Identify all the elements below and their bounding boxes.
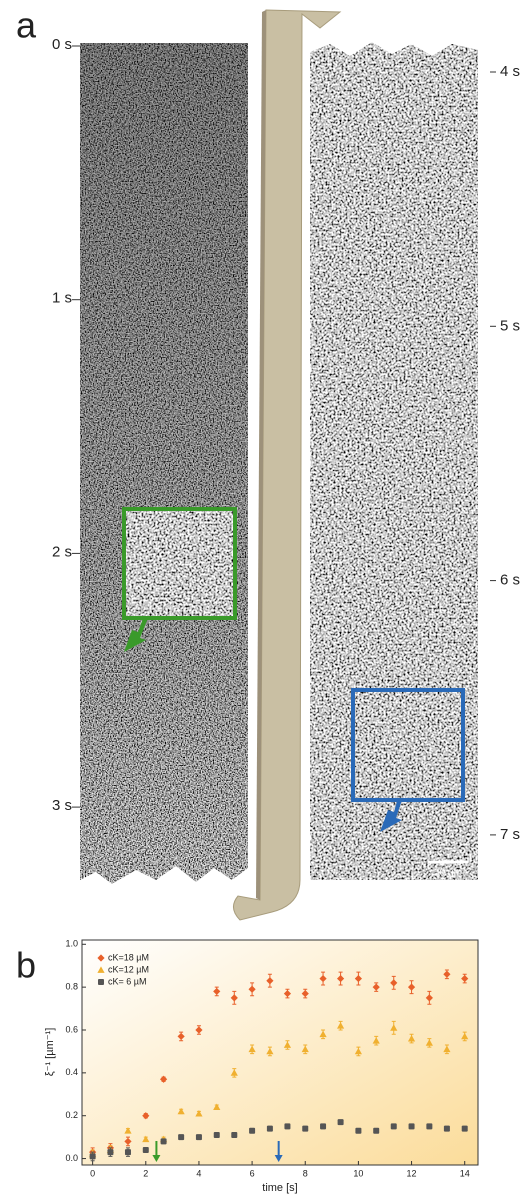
y-tick-label: 1.0 <box>65 939 78 949</box>
point <box>267 1126 273 1132</box>
time-label: 5 s <box>500 317 520 334</box>
y-tick-label: 0.8 <box>65 982 78 992</box>
x-tick-label: 0 <box>90 1168 95 1178</box>
point <box>90 1153 96 1159</box>
point <box>196 1134 202 1140</box>
figure: a 10 µm 0 s 1 s 2 s 3 s 4 s 5 s 6 s 7 s b time … <box>0 0 531 1198</box>
y-tick-label: 0.2 <box>65 1110 78 1120</box>
point <box>302 1126 308 1132</box>
x-tick-label: 4 <box>196 1168 201 1178</box>
time-label: 4 s <box>500 63 520 80</box>
time-label: 6 s <box>500 572 520 589</box>
time-label: 1 s <box>52 290 72 307</box>
x-tick-label: 6 <box>250 1168 255 1178</box>
point <box>143 1147 149 1153</box>
point <box>373 1128 379 1134</box>
point <box>214 1132 220 1138</box>
point <box>231 1132 237 1138</box>
left-strip <box>80 40 250 890</box>
point <box>462 1126 468 1132</box>
point <box>249 1128 255 1134</box>
y-tick-label: 0.4 <box>65 1067 78 1077</box>
x-tick-label: 10 <box>353 1168 363 1178</box>
scale-bar-label: 10 µm <box>434 868 462 879</box>
legend-label: cK= 6 µM <box>108 976 146 986</box>
point <box>320 1123 326 1129</box>
x-axis-label: time [s] <box>262 1182 297 1194</box>
time-label: 0 s <box>52 36 72 53</box>
point <box>338 1119 344 1125</box>
legend-label: cK=12 µM <box>108 964 149 974</box>
legend-label: cK=18 µM <box>108 952 149 962</box>
point <box>125 1149 131 1155</box>
inset-blue <box>353 690 463 800</box>
point <box>107 1149 113 1155</box>
y-tick-label: 0.0 <box>65 1153 78 1163</box>
point <box>178 1134 184 1140</box>
y-tick-label: 0.6 <box>65 1024 78 1034</box>
panel-label: a <box>16 5 37 46</box>
legend-swatch <box>98 979 104 985</box>
x-tick-label: 14 <box>460 1168 470 1178</box>
panel-label: b <box>16 945 36 986</box>
point <box>409 1123 415 1129</box>
point <box>444 1126 450 1132</box>
x-tick-label: 2 <box>143 1168 148 1178</box>
time-label: 3 s <box>52 797 72 814</box>
y-axis-label: ξ⁻¹ [µm⁻¹] <box>44 1028 56 1077</box>
point <box>284 1123 290 1129</box>
x-tick-label: 8 <box>303 1168 308 1178</box>
point <box>426 1123 432 1129</box>
point <box>391 1123 397 1129</box>
x-tick-label: 12 <box>407 1168 417 1178</box>
time-label: 2 s <box>52 543 72 560</box>
time-label: 7 s <box>500 826 520 843</box>
point <box>161 1138 167 1144</box>
inset-green <box>124 509 235 618</box>
point <box>355 1128 361 1134</box>
